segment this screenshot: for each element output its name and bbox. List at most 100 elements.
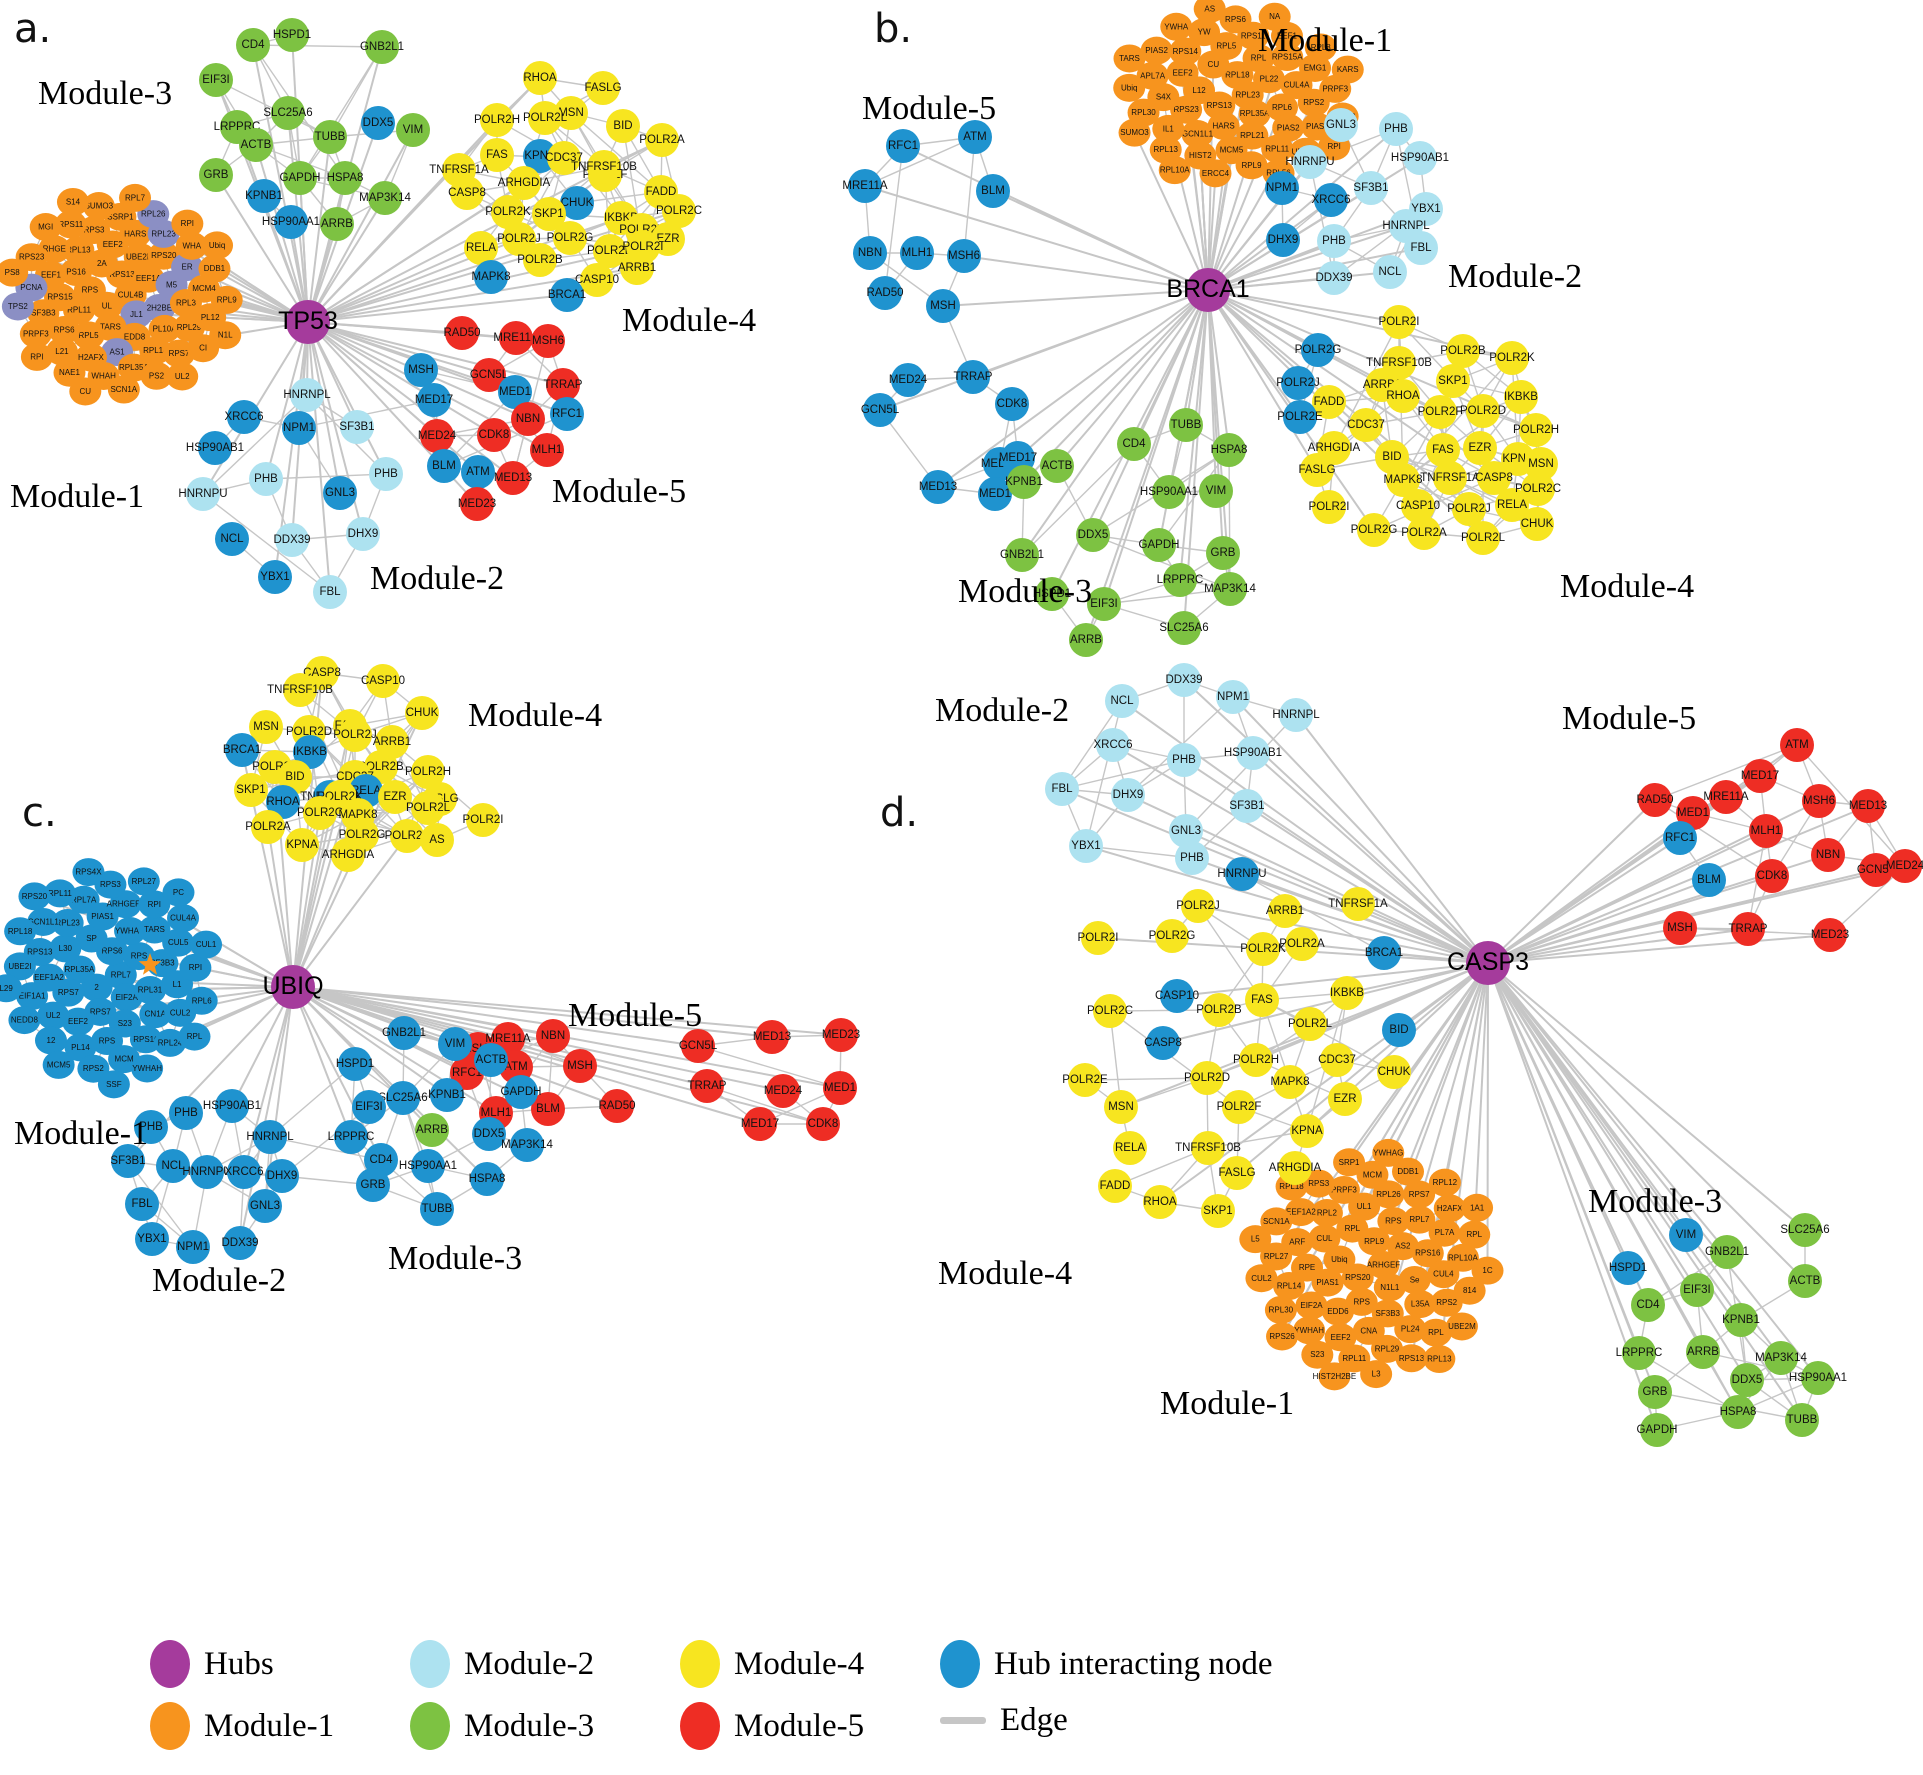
node-circle[interactable] — [340, 410, 374, 444]
node-circle[interactable] — [356, 1168, 390, 1202]
node-circle[interactable] — [502, 222, 536, 256]
node-circle[interactable] — [1379, 112, 1413, 146]
network-node[interactable]: GNL3 — [1324, 108, 1358, 142]
node-circle[interactable] — [1611, 1251, 1645, 1285]
node-circle[interactable] — [1851, 789, 1885, 823]
node-circle[interactable] — [285, 828, 319, 862]
node-circle[interactable] — [346, 517, 380, 551]
network-node[interactable]: POLR2C — [1515, 472, 1561, 506]
node-circle[interactable] — [1433, 461, 1467, 495]
network-node[interactable]: HNRNPL — [246, 1120, 294, 1154]
network-node[interactable]: ARHGDIA — [1269, 1151, 1322, 1185]
network-node[interactable]: GCN5L — [470, 358, 509, 392]
network-node[interactable]: FBL — [1045, 772, 1079, 806]
node-circle[interactable] — [1225, 857, 1259, 891]
network-node[interactable]: KPNB1 — [1005, 465, 1043, 499]
network-node[interactable]: CASP8 — [1144, 1026, 1182, 1060]
node-circle[interactable] — [891, 363, 925, 397]
network-node[interactable]: HSP90AA1 — [262, 205, 320, 239]
network-node[interactable]: YBX1 — [258, 560, 292, 594]
node-circle[interactable] — [1436, 364, 1470, 398]
node-circle[interactable] — [1403, 141, 1437, 175]
network-node[interactable]: VIM — [1669, 1218, 1703, 1252]
node-circle[interactable] — [1069, 623, 1103, 657]
network-node[interactable]: HSP90AB1 — [1391, 141, 1449, 175]
network-node[interactable]: HNRNPL — [283, 378, 331, 412]
node-circle[interactable] — [1382, 1013, 1416, 1047]
node-circle[interactable] — [1201, 1194, 1235, 1228]
network-node[interactable]: EIF3I — [1087, 587, 1121, 621]
node-circle[interactable] — [215, 522, 249, 556]
node-circle[interactable] — [496, 461, 530, 495]
node-circle[interactable] — [480, 138, 514, 172]
network-node[interactable]: POLR2G — [1351, 513, 1398, 547]
node-circle[interactable] — [390, 819, 424, 853]
network-node[interactable]: MSH — [1663, 911, 1697, 945]
network-node[interactable]: XRCC6 — [225, 1155, 264, 1189]
node-circle[interactable] — [536, 1019, 570, 1053]
network-node[interactable]: MRE11A — [1703, 780, 1749, 814]
node-circle[interactable] — [445, 316, 479, 350]
node-circle[interactable] — [1104, 1090, 1138, 1124]
node-circle[interactable] — [511, 402, 545, 436]
network-node[interactable]: PHB — [1175, 841, 1209, 875]
node-circle[interactable] — [1068, 1063, 1102, 1097]
network-node[interactable]: NCL — [215, 522, 249, 556]
node-circle[interactable] — [1788, 1264, 1822, 1298]
network-node[interactable]: SKP1 — [234, 773, 268, 807]
node-circle[interactable] — [234, 773, 268, 807]
node-circle[interactable] — [1076, 518, 1110, 552]
network-node[interactable]: ATM — [1780, 728, 1814, 762]
network-node[interactable]: CHUK — [405, 696, 439, 730]
node-circle[interactable] — [1239, 1043, 1273, 1077]
network-node[interactable]: RHOA — [1143, 1185, 1177, 1219]
node-circle[interactable] — [334, 1120, 368, 1154]
node-circle[interactable] — [532, 197, 566, 231]
network-node[interactable]: CASP10 — [1396, 489, 1440, 523]
network-node[interactable]: HNRNPU — [182, 1155, 232, 1189]
network-node[interactable]: FBL — [313, 575, 347, 609]
node-circle[interactable] — [1669, 1218, 1703, 1252]
network-node[interactable]: POLR2K — [485, 195, 531, 229]
network-node[interactable]: FBL — [1404, 231, 1438, 265]
network-node[interactable]: HSPA8 — [327, 161, 364, 195]
network-node[interactable]: GCN5L — [861, 393, 900, 427]
network-node[interactable]: GRB — [356, 1168, 390, 1202]
node-circle[interactable] — [361, 106, 395, 140]
node-circle[interactable] — [266, 785, 300, 819]
node-circle[interactable] — [169, 1096, 203, 1130]
node-circle[interactable] — [1382, 305, 1416, 339]
network-node[interactable]: IKBKB — [1504, 380, 1538, 414]
node-circle[interactable] — [1328, 1082, 1362, 1116]
node-circle[interactable] — [1293, 1007, 1327, 1041]
network-node[interactable]: KPNA — [1290, 1114, 1324, 1148]
node-circle[interactable] — [411, 755, 445, 789]
node-circle[interactable] — [1423, 395, 1457, 429]
network-node[interactable]: BLM — [531, 1092, 565, 1126]
network-node[interactable]: RHOA — [1386, 379, 1420, 413]
node-circle[interactable] — [1152, 475, 1186, 509]
node-circle[interactable] — [415, 1113, 449, 1147]
network-node[interactable]: NCL — [1105, 684, 1139, 718]
network-node[interactable]: ARHGDIA — [322, 838, 375, 872]
network-node[interactable]: GRB — [1206, 536, 1240, 570]
node-circle[interactable] — [580, 263, 614, 297]
network-node[interactable]: BRCA1 — [1365, 936, 1403, 970]
network-node[interactable]: KPNB1 — [428, 1078, 466, 1112]
network-node[interactable]: MED24 — [418, 419, 457, 453]
network-node[interactable]: POLR2I — [463, 803, 504, 837]
network-node[interactable]: LRPPRC — [1616, 1336, 1663, 1370]
network-node[interactable]: ARHGDIA — [498, 166, 551, 200]
node-circle[interactable] — [1407, 516, 1441, 550]
node-circle[interactable] — [227, 1155, 261, 1189]
node-circle[interactable] — [1317, 261, 1351, 295]
network-node[interactable]: ARRB1 — [1266, 894, 1304, 928]
network-node[interactable]: DHX9 — [265, 1159, 299, 1193]
node-circle[interactable] — [1710, 1235, 1744, 1269]
node-circle[interactable] — [1312, 385, 1346, 419]
node-circle[interactable] — [1386, 463, 1420, 497]
node-circle[interactable] — [265, 1159, 299, 1193]
hub-node-ubiq[interactable]: UBIQ — [262, 965, 324, 1009]
node-circle[interactable] — [1045, 772, 1079, 806]
network-node[interactable]: POLR2J — [1276, 366, 1320, 400]
